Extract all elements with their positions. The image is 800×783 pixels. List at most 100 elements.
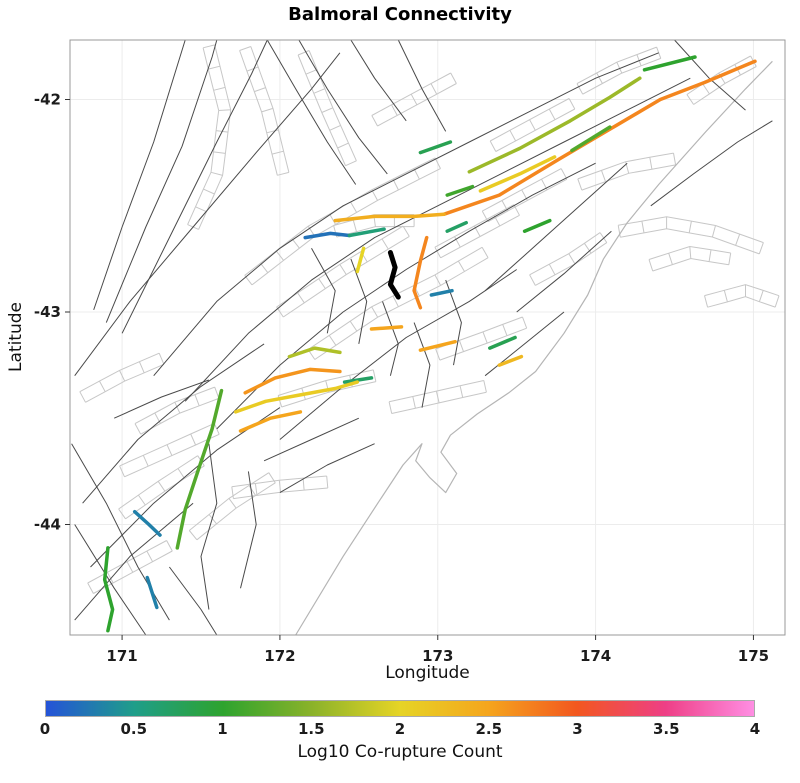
fault-trace: [240, 471, 257, 589]
x-tick-label: 174: [580, 647, 611, 665]
fault-trace: [413, 322, 431, 408]
fault-patch-chain: [333, 214, 415, 238]
fault-trace: [350, 258, 368, 344]
fault-trace: [263, 417, 360, 462]
fault-trace: [382, 301, 399, 376]
fault-trace: [350, 39, 407, 122]
colored-fault-trace: [342, 376, 374, 384]
fault-patch-chain: [577, 152, 677, 191]
fault-trace: [397, 39, 447, 132]
fault-trace: [674, 39, 746, 111]
colored-fault-trace: [369, 325, 404, 331]
fault-patch-chain: [704, 284, 780, 308]
fault-trace: [74, 502, 194, 621]
colored-fault-trace: [497, 354, 524, 367]
colored-fault-trace: [488, 335, 517, 350]
y-tick-label: -44: [34, 516, 61, 534]
fault-trace: [266, 39, 357, 185]
fault-trace: [82, 343, 265, 504]
fault-trace: [74, 52, 341, 376]
fault-trace: [105, 39, 218, 323]
fault-patch-chain: [481, 168, 568, 223]
colorbar-tick-label: 2.5: [475, 720, 503, 738]
colored-fault-trace: [132, 509, 162, 537]
colored-fault-trace: [418, 339, 457, 352]
fault-trace: [113, 379, 210, 419]
fault-patch-chain: [118, 455, 205, 520]
colorbar-tick-label: 4: [749, 720, 761, 738]
colored-fault-trace: [478, 155, 557, 193]
colorbar-tick-label: 2: [394, 720, 406, 738]
fault-patch-chain: [134, 386, 220, 435]
fault-patch-chain: [435, 316, 528, 361]
colored-fault-trace: [347, 227, 386, 238]
fault-patch-chain: [87, 540, 173, 594]
colorbar-label: Log10 Co-rupture Count: [297, 742, 503, 762]
fault-patch-chain: [239, 46, 290, 176]
fault-patch-chain: [307, 246, 489, 360]
x-tick-label: 173: [422, 647, 453, 665]
colored-fault-trace: [243, 367, 342, 395]
fault-trace: [184, 77, 691, 402]
x-axis-label: Longitude: [385, 663, 470, 683]
fault-trace: [484, 162, 628, 292]
fault-patch-chain: [244, 157, 441, 286]
y-axis-label: Latitude: [6, 302, 26, 372]
colorbar-gradient: [45, 700, 755, 717]
colorbar-tick-label: 0.5: [120, 720, 148, 738]
colored-fault-trace: [175, 388, 224, 550]
colored-fault-trace: [333, 212, 446, 223]
fault-patch-chain: [276, 225, 410, 318]
colorbar-tick-label: 1.5: [297, 720, 325, 738]
fault-trace: [516, 230, 612, 313]
x-tick-label: 172: [264, 647, 295, 665]
colored-fault-trace: [238, 410, 303, 433]
fault-patch-chain: [119, 422, 220, 478]
fault-patch-chain: [297, 50, 357, 167]
fault-trace: [93, 39, 186, 311]
colorbar-tick-label: 3.5: [652, 720, 680, 738]
colored-fault-trace: [355, 246, 366, 274]
colorbar-tick-label: 1: [217, 720, 228, 738]
colored-fault-trace: [412, 235, 429, 310]
y-tick-label: -42: [34, 91, 61, 109]
fault-patch-chain: [188, 472, 276, 541]
colored-fault-trace: [445, 184, 475, 197]
x-tick-label: 171: [106, 647, 137, 665]
colored-fault-trace: [522, 218, 552, 233]
plot-background: [70, 40, 785, 635]
fault-trace: [279, 443, 375, 494]
fault-trace: [168, 566, 218, 636]
fault-trace: [279, 269, 517, 440]
fault-patch-chain: [371, 72, 457, 127]
fault-patch-chain: [648, 245, 732, 272]
y-tick-label: -43: [34, 303, 61, 321]
colored-fault-trace: [233, 380, 360, 414]
fault-patch-chain: [686, 55, 757, 105]
colored-fault-trace: [145, 575, 159, 610]
fault-patch-chain: [79, 352, 165, 403]
colored-fault-trace: [303, 231, 352, 240]
fault-trace: [74, 524, 147, 636]
colored-fault-trace: [418, 140, 453, 155]
fault-trace: [650, 120, 773, 207]
colored-fault-trace: [467, 76, 642, 174]
colored-fault-trace: [287, 346, 342, 359]
colored-fault-trace: [102, 546, 115, 633]
fault-trace: [200, 443, 218, 610]
map-plot: 171 172 173 174 175 -42 -43 -44: [34, 39, 786, 665]
fault-patch-chain: [388, 380, 487, 414]
fault-trace: [216, 162, 596, 430]
colored-fault-trace: [570, 125, 612, 153]
fault-patch-chain: [434, 204, 520, 259]
plot-border: [69, 39, 786, 636]
x-tick-label: 175: [738, 647, 769, 665]
chart-title: Balmoral Connectivity: [288, 4, 512, 25]
colorbar-tick-label: 0: [39, 720, 51, 738]
colored-fault-trace: [429, 288, 454, 297]
fault-trace: [153, 52, 659, 377]
fault-patch-chain: [617, 216, 764, 255]
highlighted-fault-trace: [387, 250, 401, 300]
fault-trace: [445, 279, 462, 366]
